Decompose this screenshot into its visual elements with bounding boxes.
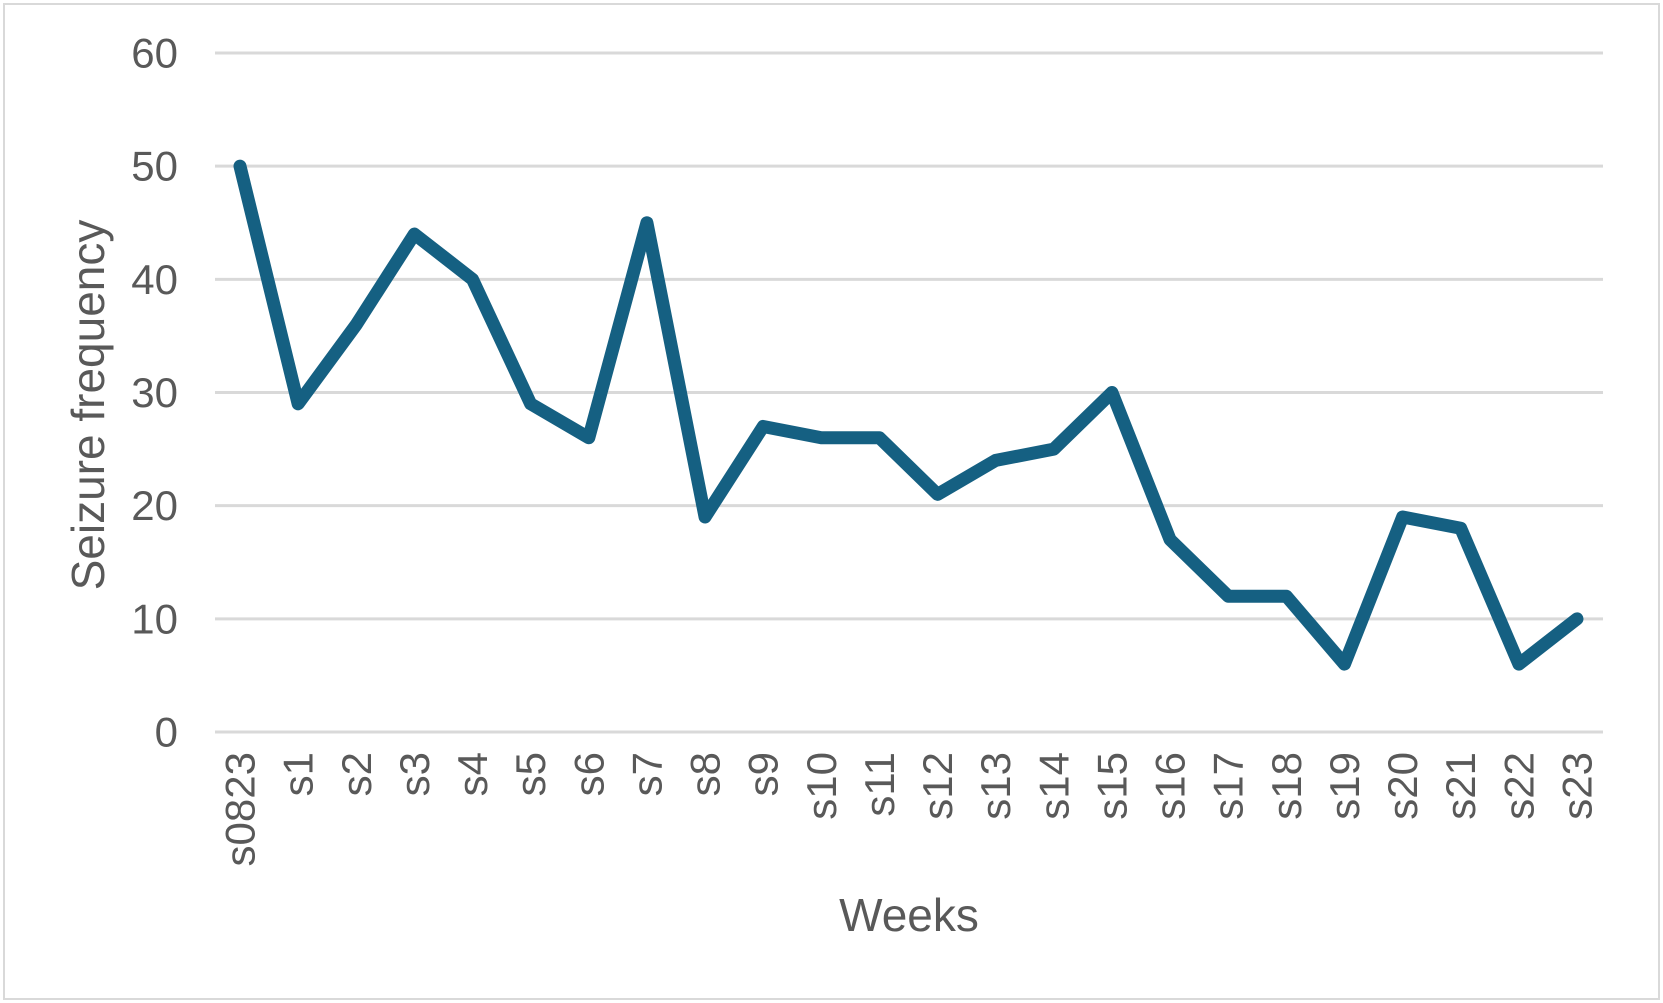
y-axis-title: Seizure frequency [62,220,114,591]
y-tick-label-60: 60 [131,30,178,77]
x-category-label-s22: s22 [1495,752,1542,820]
series-seizure-frequency-line [233,159,1584,671]
x-category-label-s16: s16 [1147,752,1194,820]
x-category-label-s8: s8 [682,752,729,796]
x-category-label-s18: s18 [1263,752,1310,820]
x-category-label-s4: s4 [449,752,496,796]
x-category-label-s12: s12 [914,752,961,820]
x-category-label-s14: s14 [1030,752,1077,820]
x-category-label-s7: s7 [623,752,670,796]
y-tick-label-30: 30 [131,369,178,416]
y-tick-label-10: 10 [131,595,178,642]
x-category-label-s10: s10 [798,752,845,820]
x-axis-title: Weeks [839,889,979,941]
x-category-label-s15: s15 [1088,752,1135,820]
x-category-label-s20: s20 [1379,752,1426,820]
y-tick-label-40: 40 [131,256,178,303]
x-category-label-s11: s11 [856,752,903,817]
x-category-label-s2: s2 [333,752,380,796]
x-category-label-s19: s19 [1321,752,1368,820]
x-category-label-s6: s6 [565,752,612,796]
y-tick-label-50: 50 [131,143,178,190]
x-category-label-s5: s5 [507,752,554,796]
x-category-label-s23: s23 [1554,752,1601,820]
x-category-label-s1: s1 [275,752,322,796]
x-category-label-s13: s13 [972,752,1019,820]
x-category-label-s17: s17 [1205,752,1252,820]
x-category-label-s0823: s0823 [217,752,264,866]
y-tick-label-20: 20 [131,482,178,529]
x-category-label-s3: s3 [391,752,438,796]
x-category-label-s9: s9 [740,752,787,796]
y-tick-label-0: 0 [155,709,178,756]
x-category-label-s21: s21 [1437,752,1484,820]
